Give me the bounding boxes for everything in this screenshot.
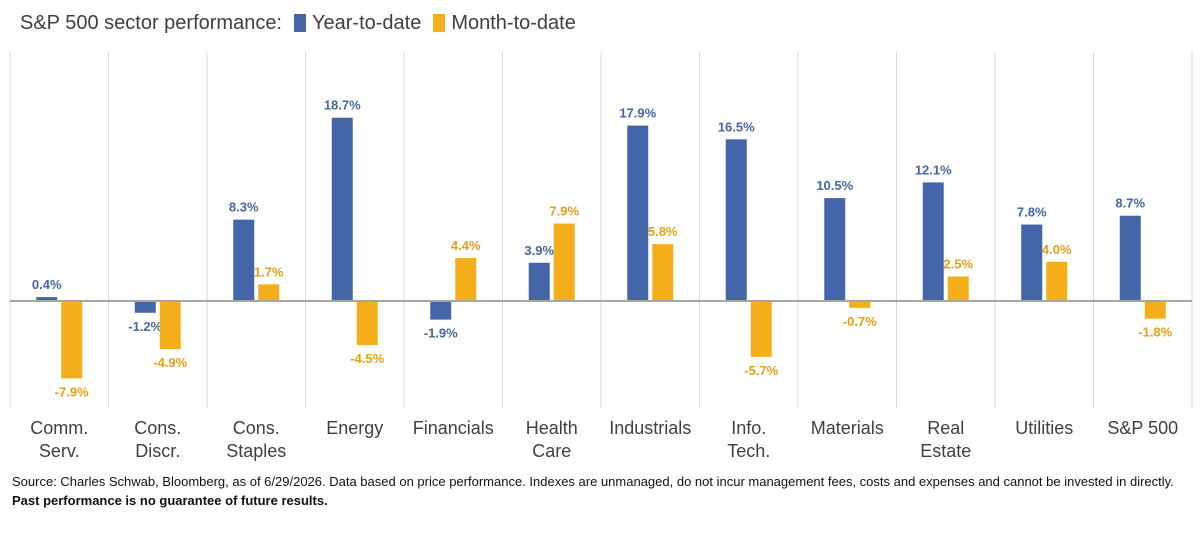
ytd-bar bbox=[1119, 215, 1141, 301]
footnote-disclaimer: Past performance is no guarantee of futu… bbox=[12, 493, 328, 508]
ytd-bar bbox=[725, 139, 747, 301]
ytd-bar bbox=[824, 198, 846, 301]
ytd-data-label: 0.4% bbox=[32, 277, 62, 292]
ytd-bar bbox=[627, 125, 649, 301]
ytd-data-label: 16.5% bbox=[718, 119, 755, 134]
category-label: Discr. bbox=[135, 441, 180, 461]
chart-header: S&P 500 sector performance: Year-to-date… bbox=[20, 8, 576, 38]
ytd-bar bbox=[36, 297, 58, 301]
chart-title: S&P 500 sector performance: bbox=[20, 11, 282, 34]
ytd-bar bbox=[430, 301, 452, 320]
category-label: S&P 500 bbox=[1107, 418, 1178, 438]
ytd-data-label: 17.9% bbox=[619, 106, 656, 121]
mtd-data-label: 4.0% bbox=[1042, 242, 1072, 257]
ytd-data-label: 8.3% bbox=[229, 200, 259, 215]
mtd-data-label: -1.8% bbox=[1138, 325, 1172, 340]
category-label: Financials bbox=[413, 418, 494, 438]
ytd-data-label: -1.9% bbox=[424, 326, 458, 341]
mtd-data-label: 1.7% bbox=[254, 264, 284, 279]
mtd-data-label: -5.7% bbox=[744, 363, 778, 378]
legend-swatch-mtd bbox=[433, 14, 446, 32]
category-label: Tech. bbox=[727, 441, 770, 461]
mtd-data-label: 2.5% bbox=[943, 257, 973, 272]
mtd-bar bbox=[258, 284, 280, 301]
category-label: Cons. bbox=[233, 418, 280, 438]
mtd-data-label: 5.8% bbox=[648, 224, 678, 239]
ytd-data-label: 10.5% bbox=[816, 178, 853, 193]
category-label: Industrials bbox=[609, 418, 691, 438]
source-footnote: Source: Charles Schwab, Bloomberg, as of… bbox=[12, 472, 1192, 510]
mtd-data-label: 4.4% bbox=[451, 238, 481, 253]
mtd-bar bbox=[553, 223, 575, 301]
category-label: Estate bbox=[920, 441, 971, 461]
category-label: Materials bbox=[811, 418, 884, 438]
legend-swatch-ytd bbox=[294, 14, 306, 32]
legend-label-mtd: Month-to-date bbox=[451, 11, 576, 34]
mtd-data-label: -7.9% bbox=[55, 384, 89, 399]
mtd-bar bbox=[61, 301, 83, 379]
mtd-data-label: -0.7% bbox=[843, 314, 877, 329]
mtd-bar bbox=[750, 301, 772, 357]
category-label: Comm. bbox=[30, 418, 88, 438]
mtd-bar bbox=[159, 301, 181, 350]
mtd-data-label: -4.5% bbox=[350, 351, 384, 366]
mtd-bar bbox=[849, 301, 871, 308]
legend-item-mtd: Month-to-date bbox=[433, 12, 576, 35]
category-label: Health bbox=[526, 418, 578, 438]
category-label: Info. bbox=[731, 418, 766, 438]
category-label: Serv. bbox=[39, 441, 80, 461]
mtd-data-label: -4.9% bbox=[153, 355, 187, 370]
ytd-data-label: 3.9% bbox=[524, 243, 554, 258]
ytd-bar bbox=[528, 262, 550, 301]
ytd-bar bbox=[1021, 224, 1043, 301]
ytd-data-label: 7.8% bbox=[1017, 205, 1047, 220]
mtd-bar bbox=[947, 276, 969, 301]
category-label: Real bbox=[927, 418, 964, 438]
ytd-bar bbox=[922, 182, 944, 301]
mtd-data-label: 7.9% bbox=[549, 204, 579, 219]
mtd-bar bbox=[455, 257, 477, 301]
ytd-bar bbox=[134, 301, 156, 313]
ytd-data-label: -1.2% bbox=[128, 319, 162, 334]
footnote-text: Source: Charles Schwab, Bloomberg, as of… bbox=[12, 474, 1174, 489]
category-label: Energy bbox=[326, 418, 383, 438]
mtd-bar bbox=[1046, 261, 1068, 301]
legend-item-ytd: Year-to-date bbox=[294, 12, 421, 35]
category-label: Cons. bbox=[134, 418, 181, 438]
ytd-bar bbox=[331, 117, 353, 302]
ytd-data-label: 12.1% bbox=[915, 162, 952, 177]
category-label: Utilities bbox=[1015, 418, 1073, 438]
mtd-bar bbox=[1144, 301, 1166, 319]
mtd-bar bbox=[652, 244, 674, 301]
ytd-data-label: 8.7% bbox=[1115, 196, 1145, 211]
category-label: Staples bbox=[226, 441, 286, 461]
ytd-bar bbox=[233, 219, 255, 301]
legend-label-ytd: Year-to-date bbox=[312, 11, 422, 34]
ytd-data-label: 18.7% bbox=[324, 98, 361, 113]
mtd-bar bbox=[356, 301, 378, 346]
category-label: Care bbox=[532, 441, 571, 461]
